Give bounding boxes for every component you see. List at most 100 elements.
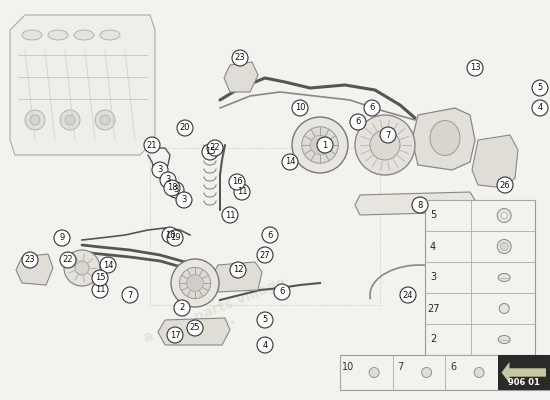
Circle shape bbox=[257, 247, 273, 263]
Circle shape bbox=[355, 115, 415, 175]
Text: 7: 7 bbox=[397, 362, 404, 372]
Text: 4: 4 bbox=[430, 242, 436, 252]
Text: 14: 14 bbox=[103, 260, 113, 270]
Circle shape bbox=[174, 300, 190, 316]
Ellipse shape bbox=[498, 274, 510, 282]
Text: 11: 11 bbox=[95, 286, 105, 294]
Text: 11: 11 bbox=[225, 210, 235, 220]
Circle shape bbox=[155, 163, 165, 173]
Circle shape bbox=[497, 177, 513, 193]
Circle shape bbox=[412, 197, 428, 213]
Circle shape bbox=[230, 262, 246, 278]
Text: 8: 8 bbox=[417, 200, 423, 210]
Text: 6: 6 bbox=[279, 288, 285, 296]
Text: 11: 11 bbox=[236, 188, 248, 196]
Circle shape bbox=[282, 154, 298, 170]
Text: 12: 12 bbox=[233, 266, 243, 274]
Text: 5: 5 bbox=[537, 84, 543, 92]
Text: a pe...: a pe... bbox=[172, 310, 238, 350]
Circle shape bbox=[163, 173, 173, 183]
Text: 27: 27 bbox=[260, 250, 270, 260]
Circle shape bbox=[160, 172, 176, 188]
Circle shape bbox=[60, 110, 80, 130]
Ellipse shape bbox=[498, 336, 510, 344]
Circle shape bbox=[92, 270, 108, 286]
Circle shape bbox=[274, 284, 290, 300]
Text: 6: 6 bbox=[369, 104, 375, 112]
Circle shape bbox=[532, 80, 548, 96]
Circle shape bbox=[22, 252, 38, 268]
Text: 6: 6 bbox=[355, 118, 361, 126]
Circle shape bbox=[64, 250, 100, 286]
Text: 5: 5 bbox=[430, 210, 436, 220]
Text: 16: 16 bbox=[232, 178, 243, 186]
Circle shape bbox=[100, 115, 110, 125]
Text: 10: 10 bbox=[342, 362, 354, 372]
Circle shape bbox=[176, 192, 192, 208]
Text: 22: 22 bbox=[210, 144, 220, 152]
Text: 3: 3 bbox=[157, 166, 163, 174]
Text: 14: 14 bbox=[285, 158, 295, 166]
Circle shape bbox=[202, 144, 218, 160]
Text: 2: 2 bbox=[430, 334, 436, 344]
Circle shape bbox=[222, 207, 238, 223]
Text: 17: 17 bbox=[170, 330, 180, 340]
Circle shape bbox=[177, 120, 193, 136]
Text: 6: 6 bbox=[450, 362, 456, 372]
Circle shape bbox=[257, 337, 273, 353]
Circle shape bbox=[25, 110, 45, 130]
Text: 21: 21 bbox=[147, 140, 157, 150]
Ellipse shape bbox=[474, 368, 484, 378]
Circle shape bbox=[179, 193, 189, 203]
Text: 22: 22 bbox=[63, 256, 73, 264]
Text: 25: 25 bbox=[190, 324, 200, 332]
Text: 4: 4 bbox=[262, 340, 268, 350]
Text: 7: 7 bbox=[127, 290, 133, 300]
Circle shape bbox=[497, 240, 511, 254]
Polygon shape bbox=[502, 362, 546, 383]
Ellipse shape bbox=[22, 30, 42, 40]
Circle shape bbox=[100, 257, 116, 273]
Polygon shape bbox=[224, 62, 258, 92]
Circle shape bbox=[60, 252, 76, 268]
Circle shape bbox=[380, 127, 396, 143]
Circle shape bbox=[122, 287, 138, 303]
Circle shape bbox=[292, 100, 308, 116]
Circle shape bbox=[167, 230, 183, 246]
Circle shape bbox=[532, 100, 548, 116]
Text: 9: 9 bbox=[59, 234, 65, 242]
Circle shape bbox=[302, 127, 338, 163]
Circle shape bbox=[186, 274, 204, 291]
Polygon shape bbox=[355, 192, 475, 215]
Circle shape bbox=[152, 162, 168, 178]
Text: 2: 2 bbox=[179, 304, 185, 312]
Bar bbox=[340, 355, 550, 390]
Circle shape bbox=[65, 115, 75, 125]
Polygon shape bbox=[472, 135, 518, 188]
Circle shape bbox=[75, 261, 89, 275]
Text: 10: 10 bbox=[165, 230, 175, 240]
Text: 15: 15 bbox=[95, 274, 105, 282]
Ellipse shape bbox=[499, 304, 509, 314]
Text: 15: 15 bbox=[205, 148, 215, 156]
Text: 3: 3 bbox=[173, 186, 179, 194]
Text: 906 01: 906 01 bbox=[508, 378, 540, 387]
Text: 4: 4 bbox=[537, 104, 543, 112]
Text: 7: 7 bbox=[386, 130, 390, 140]
Text: 20: 20 bbox=[180, 124, 190, 132]
Circle shape bbox=[144, 137, 160, 153]
Text: 6: 6 bbox=[267, 230, 273, 240]
Text: 19: 19 bbox=[170, 234, 180, 242]
Circle shape bbox=[179, 267, 211, 298]
Text: 10: 10 bbox=[295, 104, 305, 112]
Circle shape bbox=[501, 212, 507, 218]
Circle shape bbox=[350, 114, 366, 130]
Text: 5: 5 bbox=[262, 316, 268, 324]
Circle shape bbox=[257, 312, 273, 328]
Circle shape bbox=[262, 227, 278, 243]
Text: 3: 3 bbox=[166, 176, 170, 184]
Circle shape bbox=[400, 287, 416, 303]
Circle shape bbox=[164, 180, 180, 196]
Bar bbox=[425, 200, 535, 355]
Ellipse shape bbox=[430, 120, 460, 156]
